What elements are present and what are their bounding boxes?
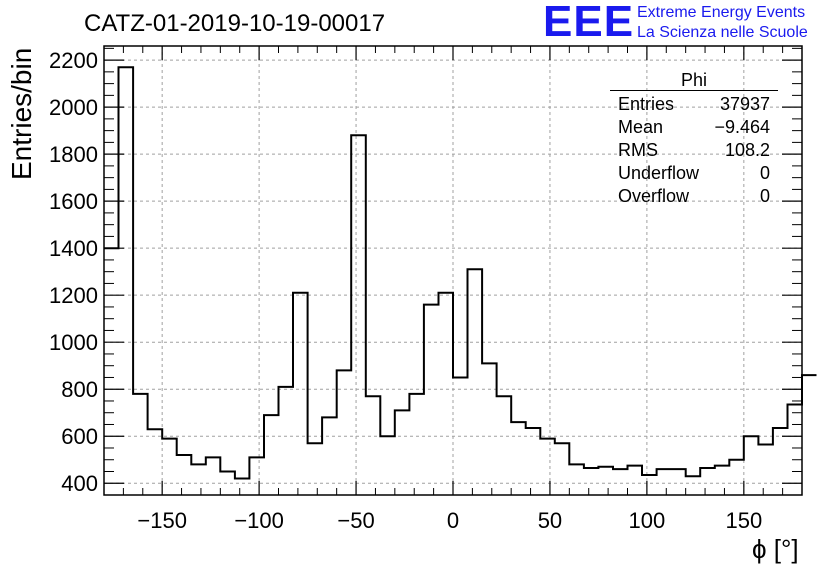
- y-tick-label: 400: [61, 471, 98, 496]
- stats-box: Phi Entries 37937 Mean −9.464 RMS 108.2 …: [610, 70, 778, 208]
- axis-ticks: [103, 46, 803, 495]
- logo-letters: EEE: [543, 0, 635, 46]
- y-tick-label: 1400: [49, 236, 98, 261]
- y-tick-label: 800: [61, 377, 98, 402]
- histogram-line: [104, 66, 817, 480]
- x-tick-label: −50: [337, 508, 374, 533]
- x-tick-label: 150: [725, 508, 762, 533]
- logo-line-2: La Scienza nelle Scuole: [637, 24, 808, 41]
- stats-title: Phi: [610, 70, 778, 91]
- stats-value: 108.2: [724, 140, 770, 160]
- stats-row-overflow: Overflow 0: [610, 185, 778, 208]
- stats-row-mean: Mean −9.464: [610, 116, 778, 139]
- x-tick-label: 0: [447, 508, 459, 533]
- x-tick-label: −150: [137, 508, 187, 533]
- stats-value: −9.464: [714, 117, 770, 137]
- x-tick-label: −100: [234, 508, 284, 533]
- x-tick-label: 50: [538, 508, 562, 533]
- stats-label: Entries: [618, 94, 675, 114]
- stats-row-underflow: Underflow 0: [610, 162, 778, 185]
- stats-label: Mean: [618, 117, 664, 137]
- tick-labels: −150 −100 −50 0 50 100 150 400 600 800 1000 1200 140…: [49, 48, 762, 533]
- stats-row-entries: Entries 37937: [610, 93, 778, 116]
- y-axis-label: Entries/bin: [6, 47, 37, 180]
- y-tick-label: 1600: [49, 189, 98, 214]
- chart-title: CATZ-01-2019-10-19-00017: [84, 10, 386, 37]
- stats-row-rms: RMS 108.2: [610, 139, 778, 162]
- x-tick-label: 100: [629, 508, 666, 533]
- stats-label: Overflow: [618, 186, 690, 206]
- x-axis-label: ϕ [°]: [752, 534, 799, 564]
- y-tick-label: 600: [61, 424, 98, 449]
- stats-value: 37937: [719, 94, 770, 114]
- y-tick-label: 1200: [49, 283, 98, 308]
- y-tick-label: 1000: [49, 330, 98, 355]
- stats-label: RMS: [618, 140, 658, 160]
- stats-value: 0: [759, 163, 770, 183]
- y-tick-label: 2200: [49, 48, 98, 73]
- eee-logo: EEE Extreme Energy Events La Scienza nel…: [543, 0, 833, 46]
- logo-line-1: Extreme Energy Events: [637, 4, 806, 21]
- stats-value: 0: [759, 186, 770, 206]
- y-tick-label: 2000: [49, 95, 98, 120]
- stats-label: Underflow: [618, 163, 700, 183]
- y-tick-label: 1800: [49, 142, 98, 167]
